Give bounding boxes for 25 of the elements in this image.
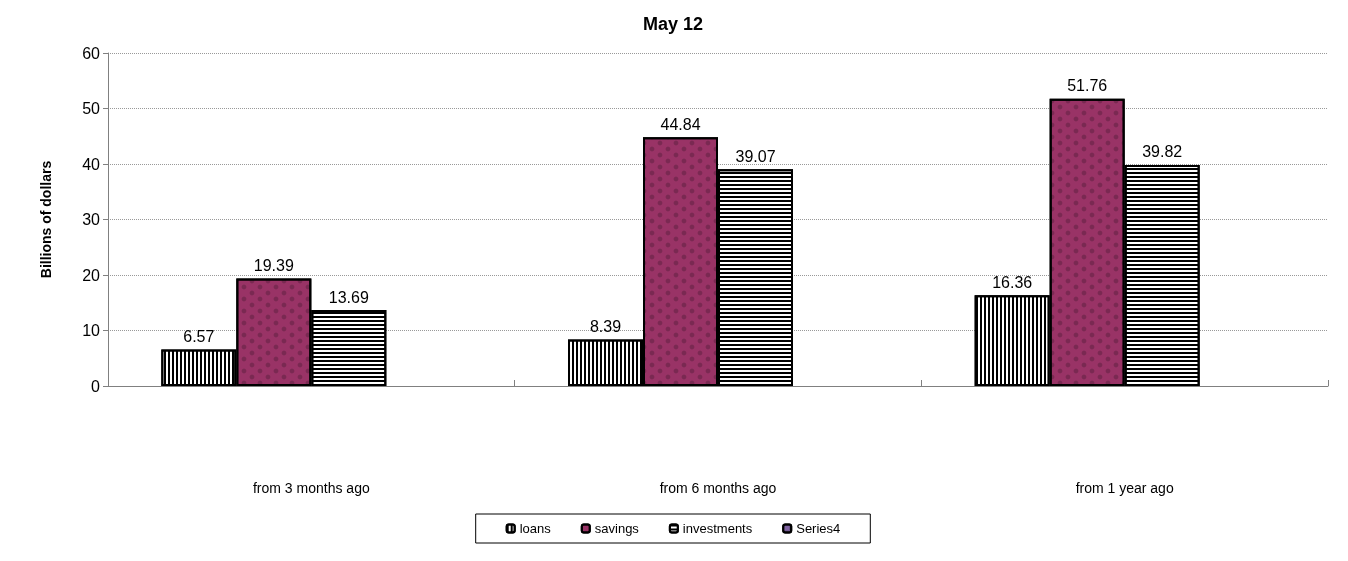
y-tick-label: 20	[82, 266, 101, 284]
data-label: 8.39	[589, 317, 622, 335]
data-label: 39.82	[1142, 143, 1183, 161]
legend-label: Series4	[796, 521, 841, 536]
data-label: 19.39	[253, 256, 294, 274]
data-label: 51.76	[1067, 77, 1108, 95]
data-label: 13.69	[328, 288, 369, 306]
data-label: 6.57	[183, 328, 215, 346]
y-tick-label: 40	[82, 155, 101, 173]
y-tick-label: 60	[82, 44, 101, 62]
legend-label: savings	[594, 521, 640, 536]
x-tick-label: from 6 months ago	[659, 480, 777, 496]
y-axis-title: Billions of dollars	[38, 160, 54, 279]
y-tick-label: 50	[82, 100, 101, 117]
x-tick-label: from 1 year ago	[1075, 480, 1174, 496]
y-tick-label: 0	[91, 377, 101, 395]
y-tick-label: 30	[82, 211, 101, 228]
data-label: 39.07	[735, 147, 776, 165]
data-label: 44.84	[660, 115, 701, 133]
chart-title: May 12	[642, 14, 704, 34]
y-tick-label: 10	[82, 322, 101, 339]
data-label: 16.36	[992, 273, 1033, 291]
legend-label: loans	[519, 521, 552, 536]
legend-label: investments	[682, 521, 753, 536]
x-tick-label: from 3 months ago	[252, 480, 370, 496]
